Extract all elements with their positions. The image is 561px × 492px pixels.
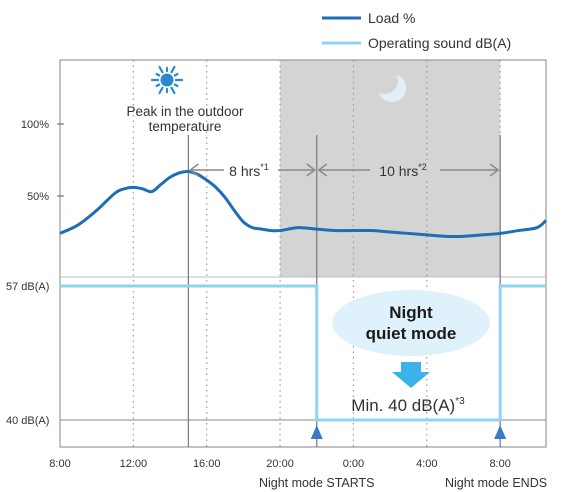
x-tick-label: 0:00 xyxy=(343,458,364,470)
x-tick-label: 20:00 xyxy=(266,458,294,470)
sound-tick-label: 57 dB(A) xyxy=(6,281,49,293)
night-mode-starts-marker xyxy=(311,425,323,439)
legend-sound-label: Operating sound dB(A) xyxy=(368,35,511,51)
sound-tick-label: 40 dB(A) xyxy=(6,415,49,427)
x-tick-label: 8:00 xyxy=(49,458,70,470)
legend-load-label: Load % xyxy=(368,10,415,26)
x-tick-label: 16:00 xyxy=(193,458,221,470)
badge-line2: quiet mode xyxy=(366,324,457,343)
sun-icon xyxy=(152,67,182,93)
down-arrow-icon xyxy=(392,362,430,388)
legend: Load % Operating sound dB(A) xyxy=(322,10,511,51)
load-tick-label: 50% xyxy=(27,191,49,203)
load-tick-label: 100% xyxy=(21,119,49,131)
x-tick-label: 4:00 xyxy=(416,458,437,470)
night-mode-ends-label: Night mode ENDS xyxy=(445,476,547,490)
peak-label-line2: temperature xyxy=(149,119,222,134)
x-tick-label: 12:00 xyxy=(120,458,148,470)
peak-label-line1: Peak in the outdoor xyxy=(126,104,244,119)
night-mode-ends-marker xyxy=(494,425,506,439)
badge-line1: Night xyxy=(389,303,433,322)
night-quiet-mode-badge xyxy=(332,290,490,356)
x-tick-label: 8:00 xyxy=(489,458,510,470)
min-sound-label: Min. 40 dB(A)*3 xyxy=(351,396,465,415)
night-mode-starts-label: Night mode STARTS xyxy=(259,476,375,490)
